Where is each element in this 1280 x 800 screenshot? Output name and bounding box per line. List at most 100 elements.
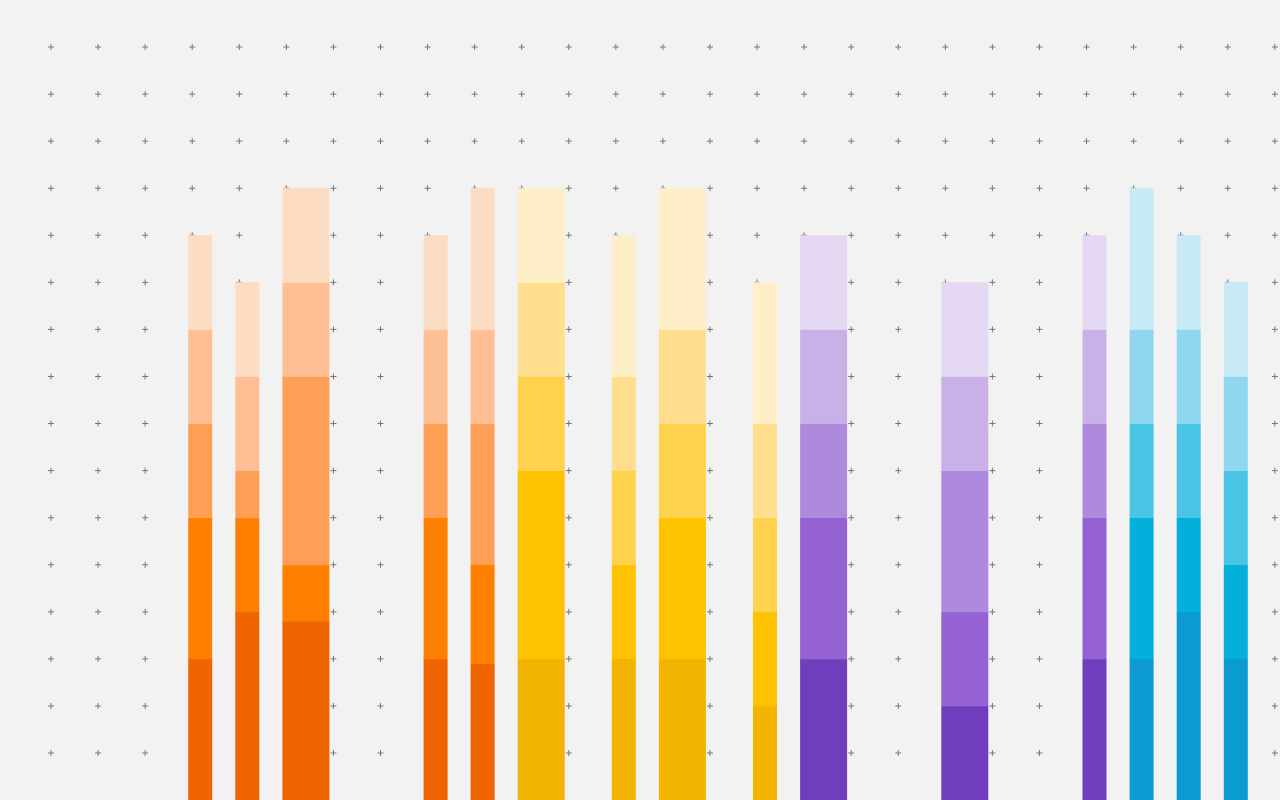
- plus-mark: [95, 467, 102, 474]
- plus-mark: [48, 514, 54, 521]
- bar-15-segment-3: [1223, 470, 1248, 566]
- bar-8-segment-1: [658, 658, 706, 800]
- plus-mark: [565, 608, 572, 615]
- bar-5-segment-2: [470, 564, 495, 664]
- plus-mark: [236, 138, 243, 145]
- bar-4-segment-4: [423, 329, 448, 424]
- plus-mark: [754, 138, 761, 145]
- plus-mark: [283, 91, 290, 98]
- plus-mark: [48, 44, 54, 50]
- bar-13-segment-4: [1129, 329, 1154, 424]
- plus-mark: [848, 279, 855, 286]
- plus-mark: [895, 702, 902, 709]
- plus-mark: [142, 655, 149, 662]
- plus-mark: [895, 232, 902, 239]
- plus-mark: [895, 279, 902, 286]
- plus-mark: [706, 702, 713, 709]
- plus-mark: [1271, 185, 1278, 192]
- plus-mark: [1271, 561, 1278, 568]
- plus-mark: [377, 232, 384, 239]
- plus-mark: [424, 185, 431, 192]
- bar-4-segment-3: [423, 423, 448, 518]
- plus-mark: [754, 232, 761, 239]
- plus-mark: [1083, 44, 1090, 50]
- plus-mark: [1271, 467, 1278, 474]
- plus-mark: [565, 185, 572, 192]
- plus-mark: [848, 138, 855, 145]
- plus-mark: [1036, 702, 1043, 709]
- bar-2-segment-2: [235, 517, 260, 613]
- plus-mark: [1271, 655, 1278, 662]
- plus-mark: [377, 138, 384, 145]
- bar-14-segment-4: [1176, 329, 1201, 424]
- plus-mark: [48, 326, 54, 333]
- plus-mark: [1271, 702, 1278, 709]
- plus-mark: [377, 561, 384, 568]
- plus-mark: [330, 44, 337, 50]
- bar-6-segment-3: [517, 376, 565, 471]
- plus-mark: [848, 655, 855, 662]
- plus-mark: [1177, 44, 1184, 50]
- plus-mark: [48, 702, 54, 709]
- plus-mark: [706, 91, 713, 98]
- plus-mark: [377, 608, 384, 615]
- plus-mark: [142, 326, 149, 333]
- bar-11-segment-4: [941, 376, 989, 471]
- plus-mark: [330, 608, 337, 615]
- plus-mark: [942, 91, 949, 98]
- plus-mark: [471, 44, 478, 50]
- bar-15-segment-4: [1223, 376, 1248, 471]
- bar-10-segment-5: [800, 235, 848, 330]
- bar-3-segment-1: [282, 621, 330, 800]
- plus-mark: [189, 44, 196, 50]
- bar-6-segment-1: [517, 658, 565, 800]
- plus-mark: [942, 185, 949, 192]
- plus-mark: [612, 138, 619, 145]
- plus-mark: [989, 44, 996, 50]
- bar-1-segment-1: [188, 658, 213, 800]
- plus-mark: [377, 467, 384, 474]
- bar-15-segment-1: [1223, 658, 1248, 800]
- plus-mark: [848, 185, 855, 192]
- plus-mark: [471, 91, 478, 98]
- plus-mark: [95, 232, 102, 239]
- plus-mark: [48, 655, 54, 662]
- plus-mark: [942, 44, 949, 50]
- plus-mark: [895, 373, 902, 380]
- plus-mark: [612, 91, 619, 98]
- plus-mark: [377, 91, 384, 98]
- plus-mark: [1177, 185, 1184, 192]
- plus-mark: [95, 373, 102, 380]
- plus-mark: [989, 185, 996, 192]
- plus-mark: [95, 702, 102, 709]
- bar-9-segment-1: [753, 705, 777, 800]
- plus-mark: [1083, 91, 1090, 98]
- bar-12-segment-2: [1082, 517, 1107, 660]
- plus-mark: [1083, 185, 1090, 192]
- plus-mark: [706, 467, 713, 474]
- bar-7-segment-2: [611, 564, 636, 660]
- plus-mark: [330, 467, 337, 474]
- plus-mark: [142, 467, 149, 474]
- bar-2-segment-1: [235, 611, 260, 800]
- bar-14-segment-1: [1176, 611, 1201, 800]
- plus-mark: [848, 232, 855, 239]
- plus-mark: [565, 373, 572, 380]
- bar-8-segment-3: [658, 423, 706, 518]
- plus-mark: [330, 561, 337, 568]
- plus-mark: [565, 232, 572, 239]
- plus-mark: [848, 561, 855, 568]
- bar-2-segment-5: [235, 282, 260, 377]
- bar-7-segment-4: [611, 376, 636, 471]
- bar-12-segment-4: [1082, 329, 1107, 424]
- plus-mark: [377, 185, 384, 192]
- bar-3-segment-3: [282, 376, 330, 566]
- plus-mark: [706, 750, 713, 757]
- bar-10-segment-2: [800, 517, 848, 660]
- plus-mark: [95, 326, 102, 333]
- plus-mark: [48, 373, 54, 380]
- bar-12-segment-5: [1082, 235, 1107, 330]
- plus-mark: [142, 514, 149, 521]
- plus-mark: [895, 655, 902, 662]
